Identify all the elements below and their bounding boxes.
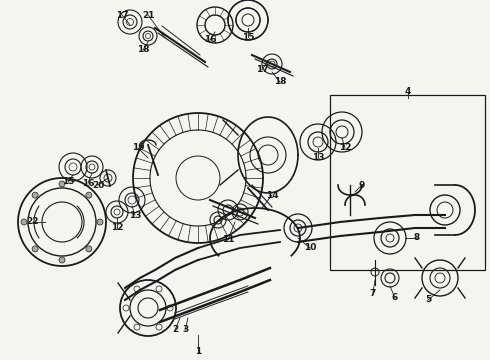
- Text: 4: 4: [405, 87, 411, 96]
- Text: 15: 15: [62, 177, 74, 186]
- Bar: [330, 95, 485, 270]
- Circle shape: [32, 192, 38, 198]
- Text: 17: 17: [256, 66, 269, 75]
- Circle shape: [86, 192, 92, 198]
- Text: 18: 18: [274, 77, 286, 86]
- Text: 2: 2: [172, 325, 178, 334]
- Text: 20: 20: [92, 180, 104, 189]
- Text: 22: 22: [26, 217, 38, 226]
- Text: 5: 5: [425, 296, 431, 305]
- Text: 16: 16: [82, 179, 94, 188]
- Circle shape: [32, 246, 38, 252]
- Text: 13: 13: [129, 211, 141, 220]
- Text: 1: 1: [195, 347, 201, 356]
- Text: 6: 6: [392, 293, 398, 302]
- Text: 7: 7: [370, 288, 376, 297]
- Circle shape: [21, 219, 27, 225]
- Text: 16: 16: [204, 36, 216, 45]
- Text: 3: 3: [182, 325, 188, 334]
- Text: 13: 13: [312, 153, 324, 162]
- Text: 14: 14: [266, 190, 278, 199]
- Circle shape: [59, 257, 65, 263]
- Text: 18: 18: [137, 45, 149, 54]
- Circle shape: [59, 181, 65, 187]
- Text: 8: 8: [414, 234, 420, 243]
- Text: 12: 12: [111, 224, 123, 233]
- Text: 12: 12: [339, 144, 351, 153]
- Circle shape: [97, 219, 103, 225]
- Text: 15: 15: [242, 32, 254, 41]
- Text: 21: 21: [142, 10, 154, 19]
- Circle shape: [86, 246, 92, 252]
- Text: 17: 17: [116, 10, 128, 19]
- Text: 10: 10: [304, 243, 316, 252]
- Text: 11: 11: [222, 235, 234, 244]
- Text: 19: 19: [132, 144, 145, 153]
- Text: 9: 9: [359, 180, 365, 189]
